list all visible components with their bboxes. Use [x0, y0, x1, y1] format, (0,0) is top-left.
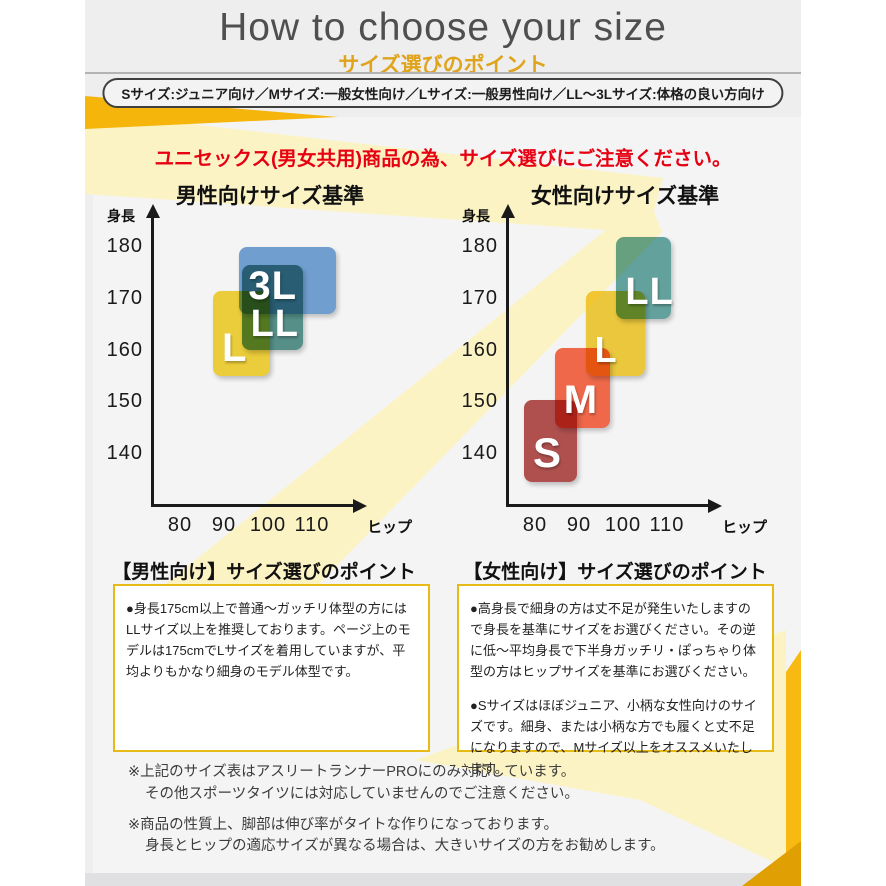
mens-chart-plot: 身長 ヒップ 180 170 160 150 140 80 90 100 110 3L LL L: [105, 204, 435, 558]
size-label-LL: LL: [625, 271, 674, 314]
y-axis-tick-label: 170: [461, 286, 498, 309]
y-axis-tick-label: 150: [106, 390, 143, 413]
footnote-compatibility: ※上記のサイズ表はアスリートランナーPROにのみ対応しています。 その他スポーツ…: [128, 762, 688, 806]
x-axis-line: [151, 504, 355, 507]
pale-beam-diagonal: [148, 196, 662, 660]
womens-chart-plot: 身長 ヒップ 180 170 160 150 140 80 90 100 110 LL L M S: [460, 204, 790, 558]
y-axis-label: 身長: [107, 208, 135, 224]
x-axis-tick-label: 80: [522, 514, 548, 536]
mens-advice-box: ●身長175cm以上で普通～ガッチリ体型の方にはLLサイズ以上を推奨しております…: [113, 584, 430, 752]
size-label-LL: LL: [250, 302, 300, 345]
size-range-box-S: [524, 399, 577, 483]
y-axis-tick-label: 160: [106, 338, 143, 361]
womens-advice-title: 【女性向け】サイズ選びのポイント: [463, 562, 767, 583]
womens-advice-paragraph-1: ●高身長で細身の方は丈不足が発生いたしますので身長を基準にサイズをお選びください…: [470, 601, 757, 680]
x-axis-tick-label: 110: [294, 514, 330, 536]
gold-corner-triangle: [742, 841, 801, 886]
footnote-line: ※上記のサイズ表はアスリートランナーPROにのみ対応しています。: [128, 764, 576, 780]
footnote-line: 身長とヒップの適応サイズが異なる場合は、大きいサイズの方をお勧めします。: [145, 838, 665, 855]
page-subtitle: サイズ選びのポイント: [338, 54, 548, 77]
y-axis-tick-label: 150: [461, 390, 498, 413]
size-label-L: L: [222, 326, 248, 371]
x-axis-line: [506, 504, 710, 507]
x-axis-tick-label: 80: [167, 514, 193, 536]
womens-advice-paragraph-2: ●Sサイズはほぼジュニア、小柄な女性向けのサイズです。細身、または小柄な方でも履…: [470, 698, 757, 777]
x-axis-tick-label: 100: [604, 514, 642, 536]
size-range-box-L: [213, 290, 271, 377]
mens-advice-paragraph: ●身長175cm以上で普通～ガッチリ体型の方にはLLサイズ以上を推奨しております…: [126, 601, 411, 680]
y-axis-tick-label: 180: [106, 235, 143, 257]
mens-advice-title: 【男性向け】サイズ選びのポイント: [112, 562, 416, 583]
y-axis-line: [151, 216, 154, 506]
y-axis-line: [506, 216, 509, 506]
footnote-fit: ※商品の性質上、脚部は伸び率がタイトな作りになっております。 身長とヒップの適応…: [128, 815, 688, 859]
x-axis-tick-label: 110: [649, 514, 685, 536]
y-axis-arrow-icon: [501, 204, 515, 218]
footnote-line: ※商品の性質上、脚部は伸び率がタイトな作りになっております。: [128, 816, 559, 833]
page-title: How to choose your size: [219, 6, 667, 49]
y-axis-tick-label: 180: [461, 235, 498, 257]
x-axis-label: ヒップ: [722, 519, 768, 536]
x-axis-label: ヒップ: [367, 519, 413, 536]
womens-chart-title: 女性向けサイズ基準: [530, 185, 720, 208]
y-axis-tick-label: 160: [461, 338, 498, 361]
y-axis-tick-label: 140: [106, 442, 143, 464]
mens-size-chart: 男性向けサイズ基準 身長 ヒップ 180 170 160 150 140 80 90 100 1…: [105, 180, 435, 560]
unisex-warning-text: ユニセックス(男女共用)商品の為、サイズ選びにご注意ください。: [154, 148, 732, 170]
x-axis-arrow-icon: [708, 499, 722, 513]
size-label-M: M: [563, 378, 599, 423]
x-axis-arrow-icon: [353, 499, 367, 513]
y-axis-tick-label: 140: [461, 442, 498, 464]
footnotes: ※上記のサイズ表はアスリートランナーPROにのみ対応しています。 その他スポーツ…: [128, 762, 688, 867]
x-axis-tick-label: 90: [566, 514, 592, 536]
size-legend-pill: Sサイズ:ジュニア向け／Mサイズ:一般女性向け／Lサイズ:一般男性向け／LL～3…: [102, 78, 784, 108]
size-label-3L: 3L: [248, 264, 298, 309]
header-divider: [85, 72, 801, 74]
size-label-L: L: [594, 329, 618, 371]
y-axis-label: 身長: [462, 208, 490, 224]
size-label-S: S: [533, 429, 563, 477]
y-axis-tick-label: 170: [106, 286, 143, 309]
womens-advice-box: ●高身長で細身の方は丈不足が発生いたしますので身長を基準にサイズをお選びください…: [457, 584, 774, 776]
footnote-line: その他スポーツタイツには対応していませんのでご注意ください。: [145, 785, 579, 802]
y-axis-arrow-icon: [146, 204, 160, 218]
gold-strip-right: [786, 650, 801, 886]
x-axis-tick-label: 90: [211, 514, 237, 536]
x-axis-tick-label: 100: [249, 514, 287, 536]
pale-beam-top: [85, 112, 663, 233]
footer-strip: [85, 873, 786, 886]
womens-size-chart: 女性向けサイズ基準 身長 ヒップ 180 170 160 150 140 80 90 100 1…: [460, 180, 790, 560]
mens-chart-title: 男性向けサイズ基準: [175, 185, 365, 208]
